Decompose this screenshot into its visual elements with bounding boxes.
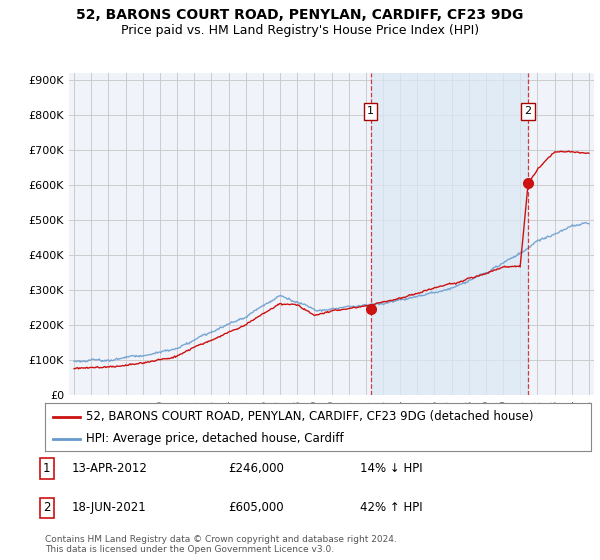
Text: 1: 1 [367,106,374,116]
Text: 2: 2 [43,501,50,514]
Text: 2: 2 [524,106,532,116]
Text: 18-JUN-2021: 18-JUN-2021 [72,501,147,514]
Text: Price paid vs. HM Land Registry's House Price Index (HPI): Price paid vs. HM Land Registry's House … [121,24,479,36]
Text: Contains HM Land Registry data © Crown copyright and database right 2024.
This d: Contains HM Land Registry data © Crown c… [45,535,397,554]
Bar [371,73,528,395]
Text: 14% ↓ HPI: 14% ↓ HPI [360,462,422,475]
Text: £246,000: £246,000 [228,462,284,475]
Text: 13-APR-2012: 13-APR-2012 [72,462,148,475]
Text: 52, BARONS COURT ROAD, PENYLAN, CARDIFF, CF23 9DG (detached house): 52, BARONS COURT ROAD, PENYLAN, CARDIFF,… [86,410,533,423]
Text: 1: 1 [43,462,50,475]
Text: 42% ↑ HPI: 42% ↑ HPI [360,501,422,514]
Text: 52, BARONS COURT ROAD, PENYLAN, CARDIFF, CF23 9DG: 52, BARONS COURT ROAD, PENYLAN, CARDIFF,… [76,8,524,22]
Text: £605,000: £605,000 [228,501,284,514]
Text: HPI: Average price, detached house, Cardiff: HPI: Average price, detached house, Card… [86,432,344,445]
